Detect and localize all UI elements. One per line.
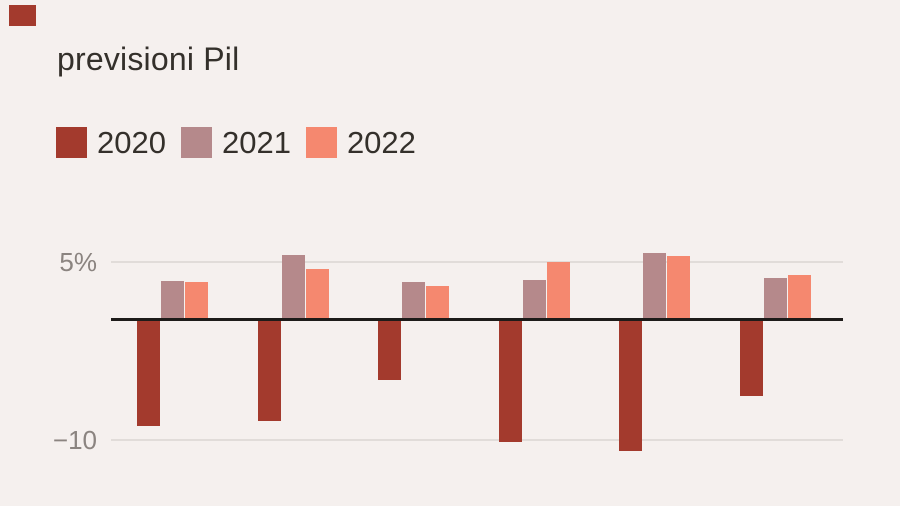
ytick-minus10: −10 [52, 425, 97, 455]
bar-2021-group5 [643, 252, 667, 320]
legend-item-2021: 2021 [180, 125, 291, 160]
bar-2021-group3 [402, 282, 426, 320]
legend-label-2020: 2020 [97, 125, 166, 160]
legend-swatch-2020-icon [56, 127, 87, 158]
bar-2021-group2 [281, 255, 305, 320]
bar-2021-group6 [764, 277, 787, 320]
gridline-minus10 [111, 439, 843, 441]
bar-2022-group2 [305, 269, 329, 320]
legend-swatch-2022-icon [305, 127, 337, 158]
legend-swatch-2021-icon [180, 127, 212, 158]
bar-2022-group5 [667, 256, 691, 320]
bar-2020-group6 [740, 320, 763, 396]
bar-2020-group4 [498, 320, 522, 442]
ytick-plus5: 5% [59, 247, 97, 277]
bar-2020-group2 [257, 320, 281, 422]
bar-2021-group4 [522, 279, 546, 320]
bar-2020-group5 [619, 320, 643, 451]
gridline-plus5 [111, 261, 843, 263]
legend-item-2020: 2020 [56, 127, 166, 158]
bar-2020-group1 [137, 320, 160, 427]
zero-baseline [111, 318, 843, 321]
legend-item-2022: 2022 [305, 125, 416, 160]
legend-label-2021: 2021 [221, 125, 291, 160]
bar-2022-group6 [788, 275, 811, 320]
bar-2021-group1 [161, 281, 184, 320]
legend: 2020 2021 2022 [56, 127, 431, 158]
bar-2022-group4 [546, 262, 570, 320]
brand-logo-mark [9, 5, 36, 26]
legend-label-2022: 2022 [346, 125, 416, 160]
chart-title: previsioni Pil [57, 41, 240, 77]
bar-2022-group1 [185, 282, 208, 320]
bar-2022-group3 [426, 285, 450, 320]
bar-2020-group3 [378, 320, 402, 381]
